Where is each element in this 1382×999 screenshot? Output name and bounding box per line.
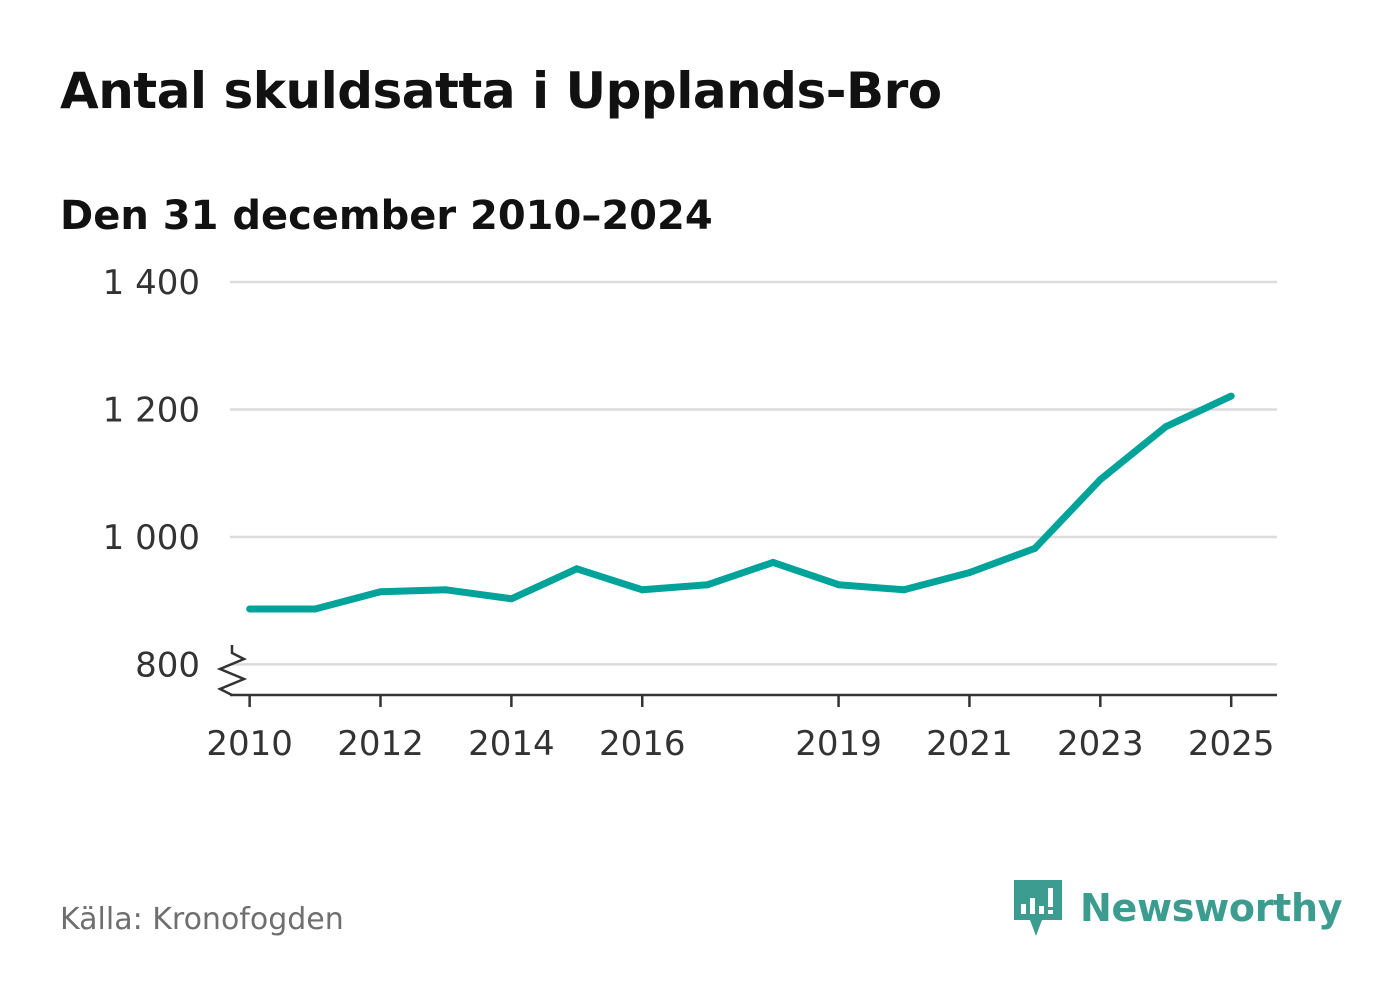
- data-point-2019: [835, 581, 843, 589]
- y-tick-label-1200: 1 200: [103, 390, 200, 430]
- data-point-2010: [246, 605, 254, 613]
- y-tick-label-1000: 1 000: [103, 518, 200, 558]
- y-axis-labels: 800 1 000 1 200 1 400: [103, 263, 200, 685]
- data-point-2022: [1031, 544, 1039, 552]
- data-point-2018: [769, 558, 777, 566]
- newsworthy-logo-icon: [1014, 880, 1062, 936]
- data-point-2025: [1227, 392, 1235, 400]
- data-point-2014: [507, 595, 515, 603]
- data-point-2021: [965, 569, 973, 577]
- data-point-2024: [1162, 423, 1170, 431]
- data-point-2013: [442, 586, 450, 594]
- data-point-2012: [377, 588, 385, 596]
- chart-title: Antal skuldsatta i Upplands-Bro: [60, 62, 942, 120]
- brand-name: Newsworthy: [1080, 886, 1343, 930]
- x-tick-label-2019: 2019: [795, 724, 882, 764]
- data-point-2011: [311, 605, 319, 613]
- x-tick-label-2025: 2025: [1188, 724, 1275, 764]
- x-tick-label-2014: 2014: [468, 724, 555, 764]
- y-axis-break-icon: [216, 645, 248, 697]
- data-point-2015: [573, 565, 581, 573]
- x-tick-label-2010: 2010: [206, 724, 293, 764]
- source-note: Källa: Kronofogden: [60, 902, 344, 937]
- x-tick-label-2012: 2012: [337, 724, 424, 764]
- x-tick-label-2016: 2016: [599, 724, 686, 764]
- series: [246, 392, 1235, 613]
- gridlines: [230, 280, 1277, 666]
- y-tick-label-1400: 1 400: [103, 263, 200, 303]
- brand-logo[interactable]: Newsworthy: [1012, 878, 1343, 938]
- y-tick-label-800: 800: [135, 645, 200, 685]
- data-point-2016: [638, 586, 646, 594]
- x-axis-ticks: 2010 2012 2014 2016 2019 2021 2023 2025: [206, 695, 1274, 764]
- x-tick-label-2023: 2023: [1057, 724, 1144, 764]
- data-point-2020: [900, 586, 908, 594]
- x-tick-label-2021: 2021: [926, 724, 1013, 764]
- data-point-2017: [704, 581, 712, 589]
- data-point-2023: [1096, 476, 1104, 484]
- series-line-0: [249, 392, 1233, 613]
- chart-subtitle: Den 31 december 2010–2024: [60, 193, 713, 239]
